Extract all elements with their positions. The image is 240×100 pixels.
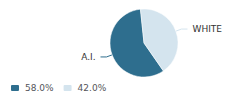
svg-text:58.0%: 58.0% bbox=[25, 83, 54, 93]
svg-text:42.0%: 42.0% bbox=[78, 83, 107, 93]
svg-text:WHITE: WHITE bbox=[192, 24, 222, 34]
svg-text:A.I.: A.I. bbox=[81, 52, 95, 62]
